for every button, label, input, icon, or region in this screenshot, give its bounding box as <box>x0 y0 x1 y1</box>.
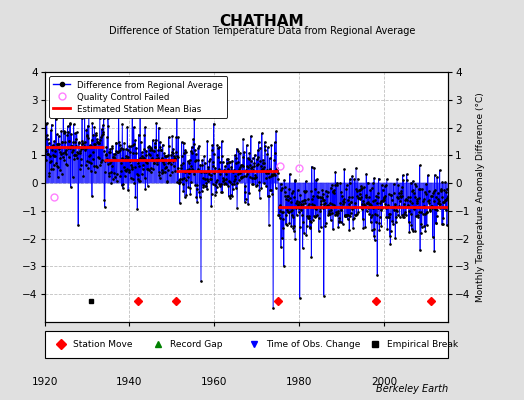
Text: 1940: 1940 <box>116 377 143 387</box>
Text: Berkeley Earth: Berkeley Earth <box>376 384 448 394</box>
Text: 1920: 1920 <box>31 377 58 387</box>
Legend: Difference from Regional Average, Quality Control Failed, Estimated Station Mean: Difference from Regional Average, Qualit… <box>49 76 227 118</box>
Text: 1980: 1980 <box>286 377 312 387</box>
Text: CHATHAM: CHATHAM <box>220 14 304 29</box>
Text: Station Move: Station Move <box>73 340 132 349</box>
Text: Difference of Station Temperature Data from Regional Average: Difference of Station Temperature Data f… <box>109 26 415 36</box>
Text: Time of Obs. Change: Time of Obs. Change <box>266 340 361 349</box>
Text: 1960: 1960 <box>201 377 227 387</box>
Text: Record Gap: Record Gap <box>170 340 222 349</box>
Text: 2000: 2000 <box>371 377 397 387</box>
Text: Empirical Break: Empirical Break <box>387 340 458 349</box>
Y-axis label: Monthly Temperature Anomaly Difference (°C): Monthly Temperature Anomaly Difference (… <box>476 92 485 302</box>
